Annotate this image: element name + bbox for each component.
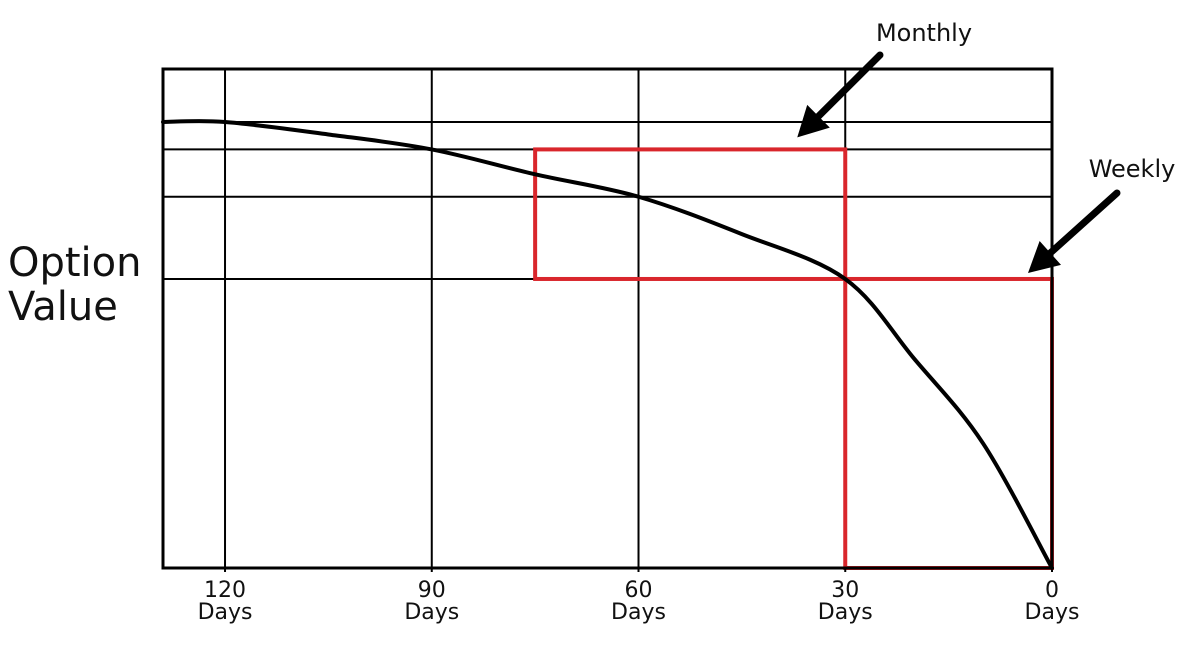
x-tick-value: 60 [625,578,653,603]
x-tick-unit: Days [198,600,253,625]
highlight-box-0 [533,147,848,281]
arrow-head [797,104,830,138]
x-tick-value: 90 [418,578,446,603]
plot-frame [161,67,1054,570]
y-axis-label-line-1: Option [8,240,142,286]
y-axis-label-line-2: Value [8,284,118,330]
arrow-head [1028,241,1062,273]
x-tick-unit: Days [404,600,459,625]
annotations: Monthly Weekly [797,19,1175,273]
x-tick-unit: Days [611,600,666,625]
x-tick-unit: Days [1025,600,1080,625]
arrow-shaft [1046,189,1121,257]
x-tick-value: 120 [204,578,246,603]
highlight-boxes [533,147,1054,570]
annotation-weekly: Weekly [1089,155,1176,183]
x-tick-unit: Days [818,600,873,625]
annotation-monthly-arrow [797,51,884,138]
annotation-weekly-arrow [1028,189,1121,273]
x-tick-value: 30 [831,578,859,603]
annotation-monthly: Monthly [876,19,972,47]
series-line [161,119,1054,570]
arrow-shaft [815,51,884,120]
highlight-box-1 [843,276,1054,570]
x-tick-value: 0 [1045,578,1059,603]
grid [163,69,1052,568]
